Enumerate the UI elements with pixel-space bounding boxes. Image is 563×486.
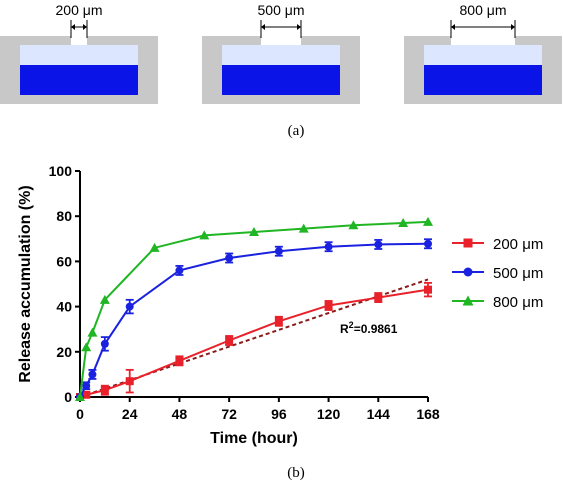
dimension-arrow-right (297, 24, 301, 30)
y-tick-label: 100 (49, 163, 73, 179)
x-axis-label: Time (hour) (210, 430, 298, 447)
legend-label: 500 μm (493, 265, 543, 282)
panel-b-caption: (b) (287, 465, 305, 481)
data-point (274, 247, 283, 256)
dimension-label: 200 μm (56, 2, 103, 18)
data-point (81, 342, 92, 352)
data-point (175, 356, 184, 365)
series-3 (75, 216, 433, 401)
data-point (423, 216, 433, 226)
schematic-cavity (222, 45, 340, 65)
legend-marker (463, 238, 473, 248)
data-point (225, 336, 234, 345)
schematic-cavity (20, 45, 138, 65)
dimension-arrow-left (71, 24, 75, 30)
panel-a-schematics: 200 μm 500 μm 800 μm (0, 2, 562, 104)
x-tick-label: 48 (172, 406, 188, 422)
data-point (424, 239, 432, 248)
dimension-arrow-left (261, 24, 265, 30)
x-tick-label: 0 (76, 406, 84, 422)
dimension-arrow-right (511, 24, 515, 30)
data-point (374, 240, 383, 249)
data-point (298, 223, 309, 233)
schematic-opening (71, 36, 87, 45)
data-point (274, 317, 283, 326)
data-point (424, 285, 432, 294)
data-point (398, 217, 409, 227)
x-tick-label: 96 (271, 406, 287, 422)
schematic-1: 200 μm (0, 2, 158, 104)
series-line (79, 242, 429, 398)
dimension-arrow-left (451, 24, 455, 30)
y-axis-label: Release accumulation (%) (17, 185, 34, 382)
legend-marker (463, 267, 473, 277)
y-tick-label: 0 (64, 389, 72, 405)
data-point (87, 327, 98, 337)
linear-fit-line (79, 278, 429, 398)
x-tick-label: 168 (416, 406, 440, 422)
data-point (88, 370, 97, 379)
data-point (175, 266, 184, 275)
data-point (100, 386, 109, 395)
release-chart: 0 20 40 60 80 100 0 24 48 72 96 120 144 168 Time (hour… (17, 163, 543, 447)
y-tick-label: 40 (56, 299, 72, 315)
x-tick-label: 120 (317, 406, 341, 422)
data-point (125, 302, 134, 311)
data-point (324, 301, 333, 310)
x-tick-label: 144 (367, 406, 391, 422)
chart-axes: 0 20 40 60 80 100 0 24 48 72 96 120 144 168 Time (hour… (17, 163, 440, 447)
legend-label: 200 μm (493, 236, 543, 253)
series-line (79, 288, 429, 398)
legend-marker (462, 295, 474, 306)
y-tick-label: 20 (56, 344, 72, 360)
panel-a-caption: (a) (288, 123, 305, 139)
x-tick-label: 72 (221, 406, 237, 422)
data-point (99, 294, 110, 304)
schematic-fill (20, 65, 138, 95)
data-point (249, 227, 259, 237)
y-tick-label: 80 (56, 208, 72, 224)
data-point (149, 242, 160, 252)
data-point (100, 339, 109, 348)
dimension-label: 500 μm (258, 2, 305, 18)
schematic-opening (451, 36, 515, 45)
chart-legend: 200 μm 500 μm 800 μm (452, 236, 543, 311)
schematic-3: 800 μm (404, 2, 562, 104)
data-point (82, 390, 91, 399)
schematic-cavity (424, 45, 542, 65)
r-squared-annotation: R2=0.9861 (340, 320, 398, 336)
data-point (348, 220, 359, 230)
data-point (225, 254, 234, 263)
schematic-fill (222, 65, 340, 95)
legend-label: 800 μm (493, 294, 543, 311)
data-point (125, 377, 134, 386)
schematic-2: 500 μm (202, 2, 360, 104)
data-point (374, 293, 383, 302)
y-tick-label: 60 (56, 253, 72, 269)
data-point (82, 381, 91, 390)
data-point (324, 242, 333, 251)
fit-line (79, 278, 429, 398)
x-tick-label: 24 (122, 406, 138, 422)
schematic-opening (261, 36, 301, 45)
dimension-arrow-right (83, 24, 87, 30)
schematic-fill (424, 65, 542, 95)
dimension-label: 800 μm (460, 2, 507, 18)
data-point (75, 392, 85, 401)
chart-series (75, 216, 433, 401)
data-point (199, 230, 210, 240)
